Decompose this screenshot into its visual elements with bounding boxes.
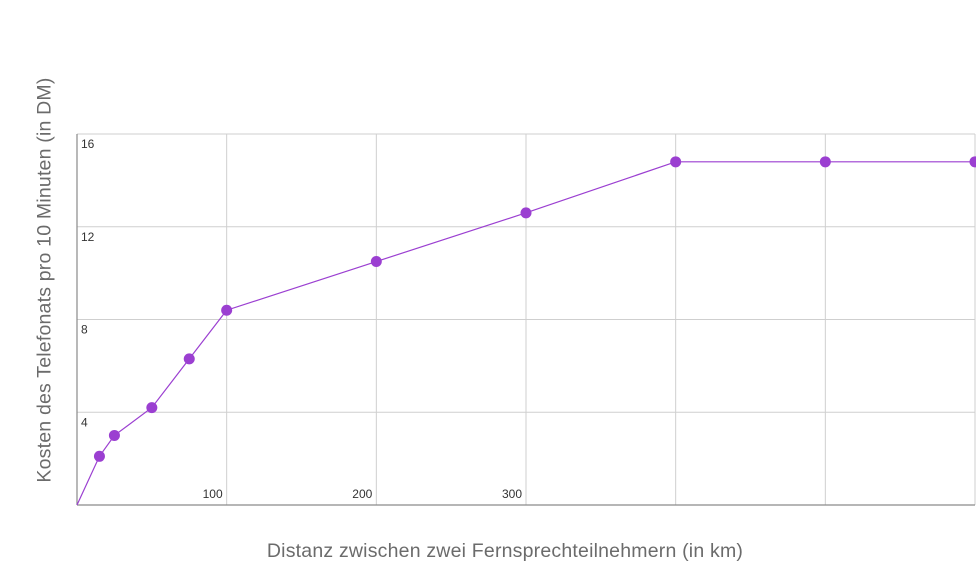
data-point	[520, 207, 532, 219]
data-point	[93, 450, 105, 462]
data-point	[221, 304, 233, 316]
x-tick-label: 100	[203, 487, 223, 501]
data-point	[183, 353, 195, 365]
data-point	[146, 402, 158, 414]
y-tick-label: 4	[81, 415, 88, 429]
x-tick-label: 200	[352, 487, 372, 501]
y-tick-label: 12	[81, 230, 95, 244]
x-axis-label: Distanz zwischen zwei Fernsprechteilnehm…	[266, 540, 744, 562]
x-tick-label: 300	[502, 487, 522, 501]
data-point	[670, 156, 682, 168]
data-series	[76, 156, 976, 506]
data-point	[819, 156, 831, 168]
data-point	[370, 256, 382, 268]
data-point	[108, 429, 120, 441]
y-axis-label: Kosten des Telefonats pro 10 Minuten (in…	[33, 77, 56, 483]
axes	[76, 134, 975, 506]
tick-labels: 4 8 12 16 100 200 300	[81, 137, 522, 501]
gridlines	[77, 133, 976, 505]
y-tick-label: 16	[81, 137, 95, 151]
data-point	[969, 156, 976, 168]
y-tick-label: 8	[81, 323, 88, 337]
